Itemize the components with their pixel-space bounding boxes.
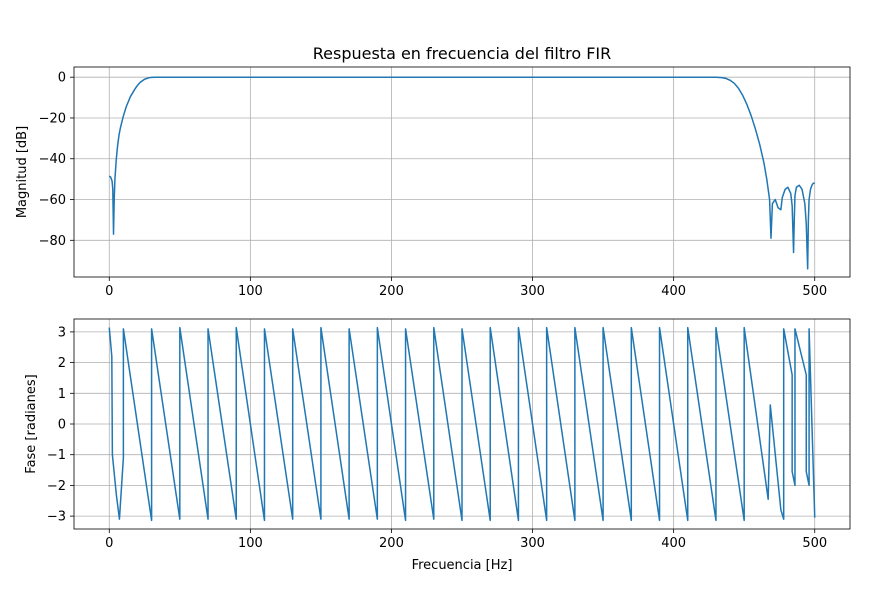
magnitude-x-tick-label: 500 [802, 284, 827, 299]
phase-y-tick-label: 1 [58, 387, 66, 402]
magnitude-y-tick-label: −20 [39, 111, 66, 126]
magnitude-y-tick-label: 0 [58, 71, 66, 86]
phase-x-axis-label: Frecuencia [Hz] [412, 558, 513, 573]
phase-x-tick-label: 500 [802, 536, 827, 551]
phase-y-axis-label: Fase [radianes] [24, 374, 39, 473]
chart-title: Respuesta en frecuencia del filtro FIR [313, 44, 612, 63]
phase-x-tick-label: 300 [520, 536, 545, 551]
phase-y-tick-label: −2 [47, 479, 66, 494]
magnitude-y-axis-label: Magnitud [dB] [15, 126, 30, 218]
phase-series-line [108, 326, 816, 522]
phase-y-tick-label: −3 [47, 510, 66, 525]
phase-x-tick-label: 100 [238, 536, 263, 551]
magnitude-plot: Respuesta en frecuencia del filtro FIR M… [15, 44, 851, 299]
magnitude-x-tick-label: 400 [661, 284, 686, 299]
magnitude-y-tick-label: −80 [39, 234, 66, 249]
magnitude-x-tick-label: 300 [520, 284, 545, 299]
phase-y-tick-label: −1 [47, 448, 66, 463]
phase-y-tick-label: 0 [58, 418, 66, 433]
phase-x-tick-label: 400 [661, 536, 686, 551]
magnitude-y-tick-label: −40 [39, 152, 66, 167]
phase-x-tick-label: 200 [379, 536, 404, 551]
magnitude-series-line [108, 76, 815, 270]
phase-plot: Fase [radianes] Frecuencia [Hz] 0 100 200 3… [24, 318, 851, 573]
magnitude-plot-frame [73, 66, 851, 278]
phase-x-tick-label: 0 [105, 536, 113, 551]
magnitude-x-tick-label: 200 [379, 284, 404, 299]
magnitude-x-tick-label: 100 [238, 284, 263, 299]
magnitude-y-tick-label: −60 [39, 193, 66, 208]
phase-y-tick-label: 3 [58, 325, 66, 340]
magnitude-x-tick-label: 0 [105, 284, 113, 299]
phase-y-tick-label: 2 [58, 356, 66, 371]
